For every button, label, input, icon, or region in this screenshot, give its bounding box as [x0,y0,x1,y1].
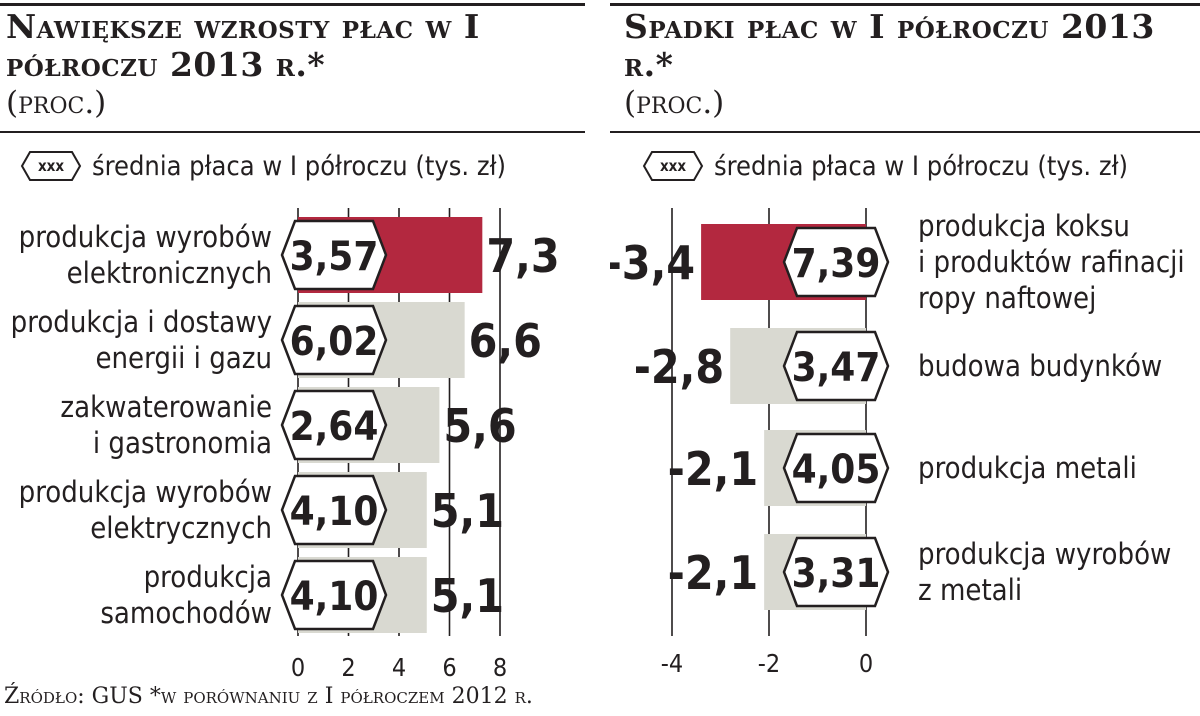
x-tick-label: 2 [341,653,355,682]
category-label: samochodów [100,596,272,630]
x-tick-label: 0 [859,649,873,678]
title-text: Spadki płac w I półroczu 2013 r.* [624,7,1155,84]
value-label: 5,1 [431,569,504,623]
avg-salary-hexagon [280,304,388,376]
category-label: i produktów rafinacji [918,245,1185,279]
category-label: i gastronomia [93,426,272,460]
legend-left: xxx średnia płaca w I półroczu (tys. zł) [20,146,506,186]
avg-salary-hexagon [280,474,388,546]
value-label: -3,4 [610,236,695,290]
legend-text: średnia płaca w I półroczu (tys. zł) [92,150,506,182]
avg-salary-label: 2,64 [290,404,379,450]
category-label: ropy naftowej [918,281,1096,315]
avg-salary-hexagon [782,226,890,298]
legend-right: xxx średnia płaca w I półroczu (tys. zł) [642,146,1128,186]
avg-salary-hexagon [782,330,890,402]
value-label: -2,1 [668,546,759,600]
avg-salary-hexagon [280,559,388,631]
category-label: produkcja wyrobów [918,537,1171,571]
category-label: energii i gazu [95,341,272,375]
category-label: elektrycznych [90,511,272,545]
avg-salary-label: 4,10 [290,574,379,620]
value-label: 6,6 [469,314,542,368]
avg-salary-label: 4,05 [792,447,881,493]
divider [610,131,1200,133]
legend-text: średnia płaca w I półroczu (tys. zł) [714,150,1128,182]
chart-title-left: Nawiększe wzrosty płac w I półroczu 2013… [6,8,585,84]
legend-marker-text: xxx [37,157,65,175]
legend-marker-text: xxx [659,157,687,175]
value-label: -2,1 [668,442,759,496]
x-tick-label: 8 [493,653,507,682]
avg-salary-label: 7,39 [792,241,881,287]
x-tick-label: -2 [758,649,780,678]
avg-salary-label: 3,47 [792,345,881,391]
category-label: produkcja [144,560,272,594]
top-rule [610,3,1200,6]
avg-salary-hexagon [280,389,388,461]
avg-salary-label: 6,02 [290,319,379,365]
category-label: produkcja metali [918,451,1137,485]
category-label: produkcja i dostawy [11,305,272,339]
x-tick-label: 0 [291,653,305,682]
avg-salary-hexagon [280,219,388,291]
x-tick-label: 6 [442,653,456,682]
category-label: produkcja wyrobów [19,475,272,509]
avg-salary-label: 3,57 [290,234,379,280]
x-tick-label: 4 [392,653,406,682]
chart-subtitle-left: (proc.) [6,85,107,121]
category-label: produkcja wyrobów [19,220,272,254]
x-tick-label: -4 [661,649,683,678]
avg-salary-hexagon [782,536,890,608]
avg-salary-label: 4,10 [290,489,379,535]
chart-subtitle-right: (proc.) [624,85,725,121]
left-chart-panel: Nawiększe wzrosty płac w I półroczu 2013… [0,0,585,690]
category-label: z metali [918,573,1022,607]
value-label: -2,8 [634,340,725,394]
category-label: zakwaterowanie [60,390,272,424]
value-label: 5,1 [431,484,504,538]
divider [0,131,585,133]
value-label: 5,6 [443,399,516,453]
right-chart-panel: Spadki płac w I półroczu 2013 r.* (proc.… [610,0,1200,690]
category-label: elektronicznych [67,256,272,290]
legend-hexagon-icon: xxx [20,150,82,182]
value-label: 7,3 [486,229,559,283]
title-text: Nawiększe wzrosty płac w I półroczu 2013… [6,7,480,84]
avg-salary-hexagon [782,432,890,504]
avg-salary-label: 3,31 [792,551,881,597]
source-note: Źródło: GUS *w porównaniu z I półroczem … [4,684,533,709]
category-label: budowa budynków [918,349,1162,383]
category-label: produkcja koksu [918,209,1130,243]
legend-hexagon-icon: xxx [642,150,704,182]
top-rule [0,3,585,6]
chart-title-right: Spadki płac w I półroczu 2013 r.* [624,8,1200,84]
